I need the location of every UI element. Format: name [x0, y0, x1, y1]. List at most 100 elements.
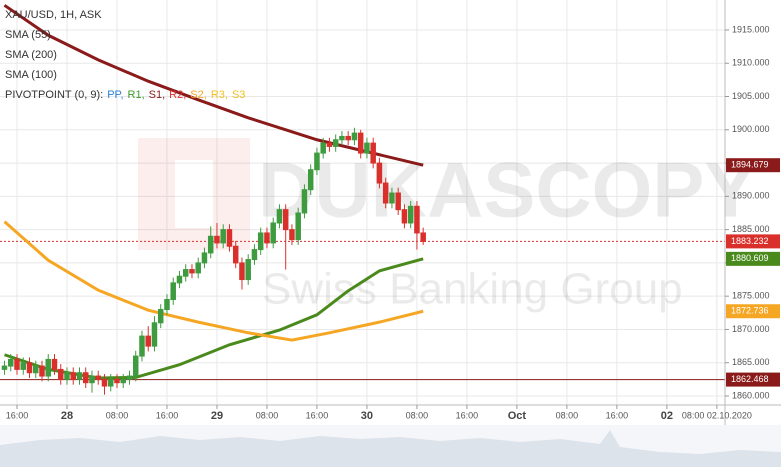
candle-body	[57, 368, 64, 380]
watermark: DUKASCOPY Swiss Banking Group	[138, 138, 756, 314]
candle-body	[126, 375, 133, 380]
candle-body	[289, 229, 295, 241]
candle-body	[370, 142, 376, 164]
pivot-label: PIVOTPOINT (0, 9):	[5, 89, 103, 101]
x-tick-label: 16:00	[156, 410, 179, 420]
x-tick-label: Oct	[508, 410, 527, 422]
legend-entry: SMA (55)	[5, 29, 51, 41]
candle-body	[401, 209, 408, 224]
candle-body	[176, 275, 183, 284]
y-tick-label: 1905.000	[732, 91, 770, 101]
sma-line	[3, 4, 424, 167]
candle-body	[20, 362, 26, 370]
y-tick-label: 1875.000	[732, 291, 770, 301]
candle-body	[151, 322, 158, 347]
candle-body	[201, 252, 208, 264]
x-tick-label: 08:00	[256, 410, 279, 420]
candle-body	[101, 378, 108, 387]
candle-body	[382, 182, 389, 204]
y-tick-label: 1915.000	[732, 24, 770, 34]
candle-body	[7, 358, 14, 367]
candle-body	[351, 132, 358, 141]
candle-body	[51, 358, 58, 370]
y-tick-label: 1900.000	[732, 124, 770, 134]
candle-body	[376, 162, 383, 184]
x-tick-label: 08:00 02.10.2020	[682, 410, 752, 420]
candle-body	[276, 209, 283, 224]
x-tick-label: 16:00	[456, 410, 479, 420]
candle-body	[220, 229, 226, 244]
y-tick-label: 1870.000	[732, 324, 770, 334]
candle-body	[314, 152, 320, 171]
price-tag-bg	[726, 251, 780, 266]
candle-body	[70, 372, 76, 380]
price-tag: 1883.232	[731, 236, 769, 246]
legend-entry: SMA (200)	[5, 49, 57, 61]
candle-body	[195, 262, 201, 274]
candle-body	[301, 189, 308, 214]
pivot-item: R1,	[128, 89, 145, 101]
candle-body	[395, 192, 401, 211]
pivot-item: PP,	[107, 89, 123, 101]
candle-body	[251, 249, 258, 261]
pivot-item: R3,	[211, 89, 228, 101]
price-tag: 1880.609	[731, 253, 769, 263]
candle-body	[232, 245, 239, 264]
candle-body	[420, 232, 426, 242]
candle-body	[114, 378, 120, 384]
y-tick-label: 1860.000	[732, 390, 770, 400]
candle-body	[189, 269, 195, 274]
x-tick-label: 29	[211, 410, 223, 422]
candle-body	[307, 169, 314, 191]
candle-body	[64, 372, 70, 380]
price-tag-bg	[726, 372, 780, 387]
candle-body	[326, 142, 333, 147]
candle-body	[270, 222, 276, 244]
x-tick-label: 02	[661, 410, 673, 422]
candle-body	[132, 355, 139, 377]
candle-body	[139, 335, 145, 357]
x-tick-label: 16:00	[306, 410, 329, 420]
y-tick-label: 1865.000	[732, 357, 770, 367]
price-tag: 1862.468	[731, 374, 769, 384]
y-tick-label: 1885.000	[732, 224, 770, 234]
plot-area	[0, 4, 725, 395]
candle-body	[245, 259, 251, 281]
candle-body	[170, 282, 176, 301]
candle-body	[32, 365, 39, 374]
pivot-item: R2,	[169, 89, 186, 101]
candle-body	[214, 235, 220, 244]
candle-body	[264, 232, 270, 244]
candle-body	[26, 362, 33, 374]
x-tick-label: 08:00	[556, 410, 579, 420]
candle-body	[89, 375, 95, 384]
y-tick-label: 1910.000	[732, 58, 770, 68]
candle-body	[295, 212, 301, 241]
x-tick-label: 08:00	[106, 410, 129, 420]
candle-body	[164, 299, 170, 310]
candle-body	[157, 308, 164, 324]
candle-body	[389, 192, 395, 204]
axes: 1860.0001865.0001870.0001875.0001880.000…	[6, 24, 780, 422]
x-tick-label: 16:00	[606, 410, 629, 420]
x-tick-label: 08:00	[406, 410, 429, 420]
candle-body	[226, 229, 233, 247]
candle-body	[320, 142, 326, 154]
candle-body	[14, 358, 20, 370]
candle-body	[45, 358, 51, 377]
candle-body	[345, 135, 351, 141]
pivot-item: S1,	[149, 89, 166, 101]
x-tick-label: 16:00	[6, 410, 29, 420]
candle-body	[407, 205, 414, 224]
x-tick-label: 30	[361, 410, 373, 422]
candle-body	[95, 375, 101, 380]
legend: XAU/USD, 1H, ASK SMA (55) SMA (200) SMA (1…	[5, 9, 245, 101]
y-tick-label: 1890.000	[732, 191, 770, 201]
watermark-tagline: Swiss Banking Group	[262, 265, 683, 314]
candle-body	[1, 365, 8, 370]
candle-body	[82, 372, 89, 384]
watermark-brand: DUKASCOPY	[258, 146, 756, 234]
legend-pivot: PIVOTPOINT (0, 9): PP, R1, S1, R2, S2, R3, S3	[5, 89, 245, 101]
